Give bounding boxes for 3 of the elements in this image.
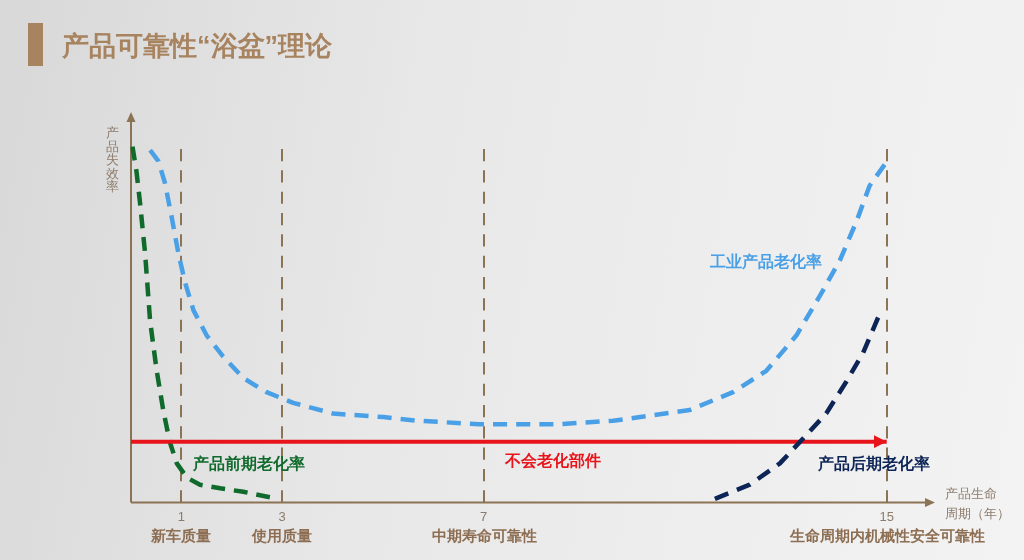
ylabel: 产品失效率 [105,126,119,194]
xlabel: 产品生命周期（年） [945,486,1010,521]
title: 产品可靠性“浴盆”理论 [62,31,332,61]
